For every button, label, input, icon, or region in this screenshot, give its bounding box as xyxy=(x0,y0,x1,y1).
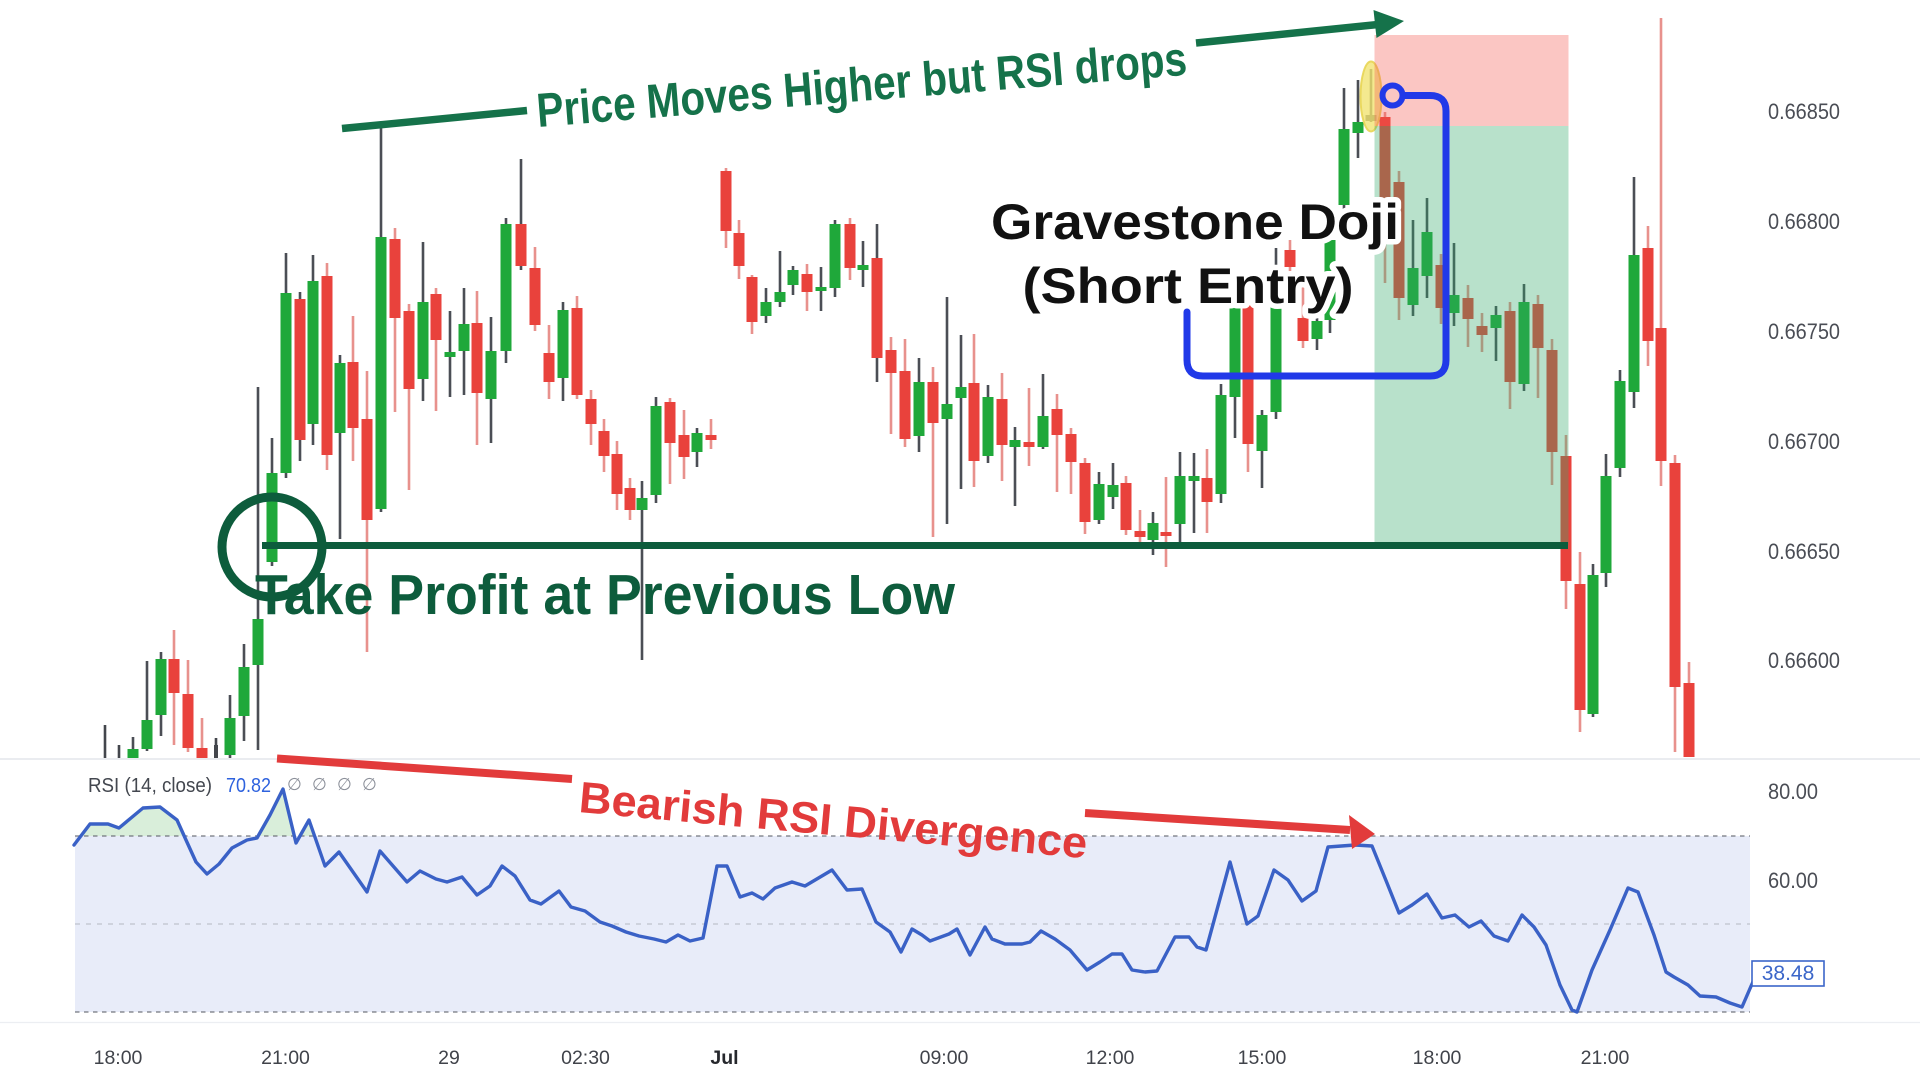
svg-text:0.66750: 0.66750 xyxy=(1768,319,1840,344)
svg-text:38.48: 38.48 xyxy=(1762,962,1815,985)
svg-text:RSI (14, close): RSI (14, close) xyxy=(88,775,212,797)
svg-text:0.66800: 0.66800 xyxy=(1768,209,1840,234)
svg-text:12:00: 12:00 xyxy=(1086,1047,1135,1069)
svg-text:21:00: 21:00 xyxy=(1581,1047,1630,1069)
svg-text:21:00: 21:00 xyxy=(261,1047,310,1069)
svg-text:60.00: 60.00 xyxy=(1768,868,1818,893)
svg-text:09:00: 09:00 xyxy=(920,1047,969,1069)
svg-text:0.66850: 0.66850 xyxy=(1768,99,1840,124)
svg-text:15:00: 15:00 xyxy=(1238,1047,1287,1069)
svg-text:Jul: Jul xyxy=(710,1047,738,1069)
svg-text:80.00: 80.00 xyxy=(1768,779,1818,804)
svg-text:0.66700: 0.66700 xyxy=(1768,429,1840,454)
svg-text:29: 29 xyxy=(438,1047,460,1069)
svg-text:Gravestone Doji: Gravestone Doji xyxy=(991,194,1399,250)
svg-text:(Short Entry): (Short Entry) xyxy=(1023,258,1354,314)
svg-text:18:00: 18:00 xyxy=(94,1047,143,1069)
svg-text:∅: ∅ xyxy=(337,775,352,794)
svg-text:02:30: 02:30 xyxy=(561,1047,610,1069)
svg-text:∅: ∅ xyxy=(362,775,377,794)
svg-text:Take Profit at Previous Low: Take Profit at Previous Low xyxy=(255,563,956,627)
svg-text:∅: ∅ xyxy=(287,775,302,794)
svg-text:0.66600: 0.66600 xyxy=(1768,648,1840,673)
svg-text:70.82: 70.82 xyxy=(226,775,271,797)
svg-text:18:00: 18:00 xyxy=(1413,1047,1462,1069)
svg-text:0.66650: 0.66650 xyxy=(1768,539,1840,564)
svg-text:∅: ∅ xyxy=(312,775,327,794)
